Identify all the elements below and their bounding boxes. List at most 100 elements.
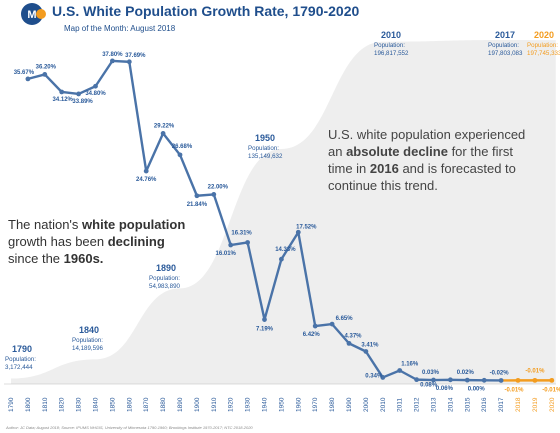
x-tick-label: 2019 xyxy=(532,397,539,412)
x-tick-label: 2017 xyxy=(498,397,505,412)
population-year-label: 1890 xyxy=(156,263,176,273)
population-value: 3,172,444 xyxy=(5,364,33,371)
x-tick-label: 1890 xyxy=(177,397,184,412)
data-label: 34.12% xyxy=(53,97,74,103)
x-tick-label: 1850 xyxy=(109,397,116,412)
data-label: 34.80% xyxy=(85,91,106,97)
data-label: 0.34% xyxy=(365,373,383,379)
data-point xyxy=(498,378,504,383)
x-tick-label: 1820 xyxy=(59,397,66,412)
data-point xyxy=(464,377,470,383)
population-value: 14,189,596 xyxy=(72,345,104,352)
x-tick-label: 1880 xyxy=(160,397,167,412)
data-point xyxy=(397,368,403,373)
data-label: -0.01% xyxy=(504,387,524,393)
x-axis-ticks: 1790 1800 1810 1820 1830 1840 1850 1860 1870 1880… xyxy=(8,397,556,412)
x-tick-label: 2015 xyxy=(464,397,471,412)
x-tick-label: 2016 xyxy=(481,397,488,412)
data-label: 0.03% xyxy=(422,370,440,376)
x-tick-label: 1990 xyxy=(346,397,353,412)
data-point xyxy=(194,193,200,199)
data-point xyxy=(329,321,335,327)
data-point xyxy=(228,242,234,248)
data-label: 1.16% xyxy=(401,361,419,367)
x-tick-label: 1970 xyxy=(312,397,319,412)
x-tick-label: 1790 xyxy=(8,397,15,412)
data-point xyxy=(59,89,65,95)
x-tick-label: 1910 xyxy=(211,397,218,412)
population-caption: Population: xyxy=(527,42,558,49)
left-annotation: The nation's white population growth has… xyxy=(8,217,189,266)
footer-source: Author: JC Data; August 2018; Source: IP… xyxy=(5,425,253,430)
x-tick-label: 1800 xyxy=(25,397,32,412)
logo-letters: M xyxy=(27,9,36,21)
data-point xyxy=(312,323,318,329)
data-point xyxy=(515,377,521,383)
population-caption: Population: xyxy=(72,337,103,344)
population-value: 197,803,083 xyxy=(488,50,523,57)
x-tick-label: 1920 xyxy=(228,397,235,412)
x-tick-label: 1870 xyxy=(143,397,150,412)
x-tick-label: 1860 xyxy=(126,397,133,412)
x-tick-label: 2000 xyxy=(363,397,370,412)
data-point xyxy=(380,375,386,380)
data-label: 7.19% xyxy=(256,327,274,333)
data-label: 24.76% xyxy=(136,177,157,183)
data-point xyxy=(76,91,81,97)
data-label: 0.02% xyxy=(457,370,475,376)
population-year-label: 1950 xyxy=(255,133,275,143)
data-label: 14.33% xyxy=(275,247,296,253)
x-tick-label: 1980 xyxy=(329,397,336,412)
data-label: 0.08% xyxy=(420,383,438,389)
data-label: 21.84% xyxy=(187,202,208,208)
data-point xyxy=(295,229,301,235)
data-label: 3.41% xyxy=(361,342,379,348)
population-year-label: 1840 xyxy=(79,325,99,335)
data-point xyxy=(25,76,31,82)
population-labels: 1790Population:3,172,4441840Population:1… xyxy=(5,30,560,371)
x-tick-label: 1930 xyxy=(245,397,252,412)
x-tick-label: 2013 xyxy=(431,397,438,412)
data-label: 16.31% xyxy=(231,230,252,236)
x-tick-label: 2010 xyxy=(380,397,387,412)
data-label: 6.65% xyxy=(336,316,354,322)
data-point xyxy=(532,377,538,383)
data-label: 16.01% xyxy=(216,251,237,257)
x-tick-label: 1840 xyxy=(93,397,100,412)
population-year-label: 2020 xyxy=(534,30,554,40)
data-label: -0.01% xyxy=(542,387,560,393)
data-label: 17.52% xyxy=(296,224,317,230)
population-value: 197,745,333 xyxy=(527,50,560,57)
data-point xyxy=(431,377,436,383)
data-point xyxy=(448,377,453,383)
data-label: 4.37% xyxy=(344,333,362,339)
data-label: 0.00% xyxy=(468,386,486,392)
data-point xyxy=(245,240,251,245)
x-tick-label: 2020 xyxy=(549,397,556,412)
data-label: 26.68% xyxy=(172,144,193,150)
data-point xyxy=(262,317,267,322)
page-subtitle: Map of the Month: August 2018 xyxy=(64,24,176,33)
population-caption: Population: xyxy=(374,42,405,49)
population-area xyxy=(11,40,556,384)
data-point xyxy=(126,59,132,65)
x-tick-label: 1950 xyxy=(278,397,285,412)
data-point xyxy=(211,192,217,197)
population-caption: Population: xyxy=(5,356,36,363)
population-value: 54,983,890 xyxy=(149,283,181,290)
data-point xyxy=(110,58,115,64)
data-label: -0.02% xyxy=(490,370,510,376)
population-year-label: 2010 xyxy=(381,30,401,40)
x-tick-label: 2012 xyxy=(414,397,421,412)
data-label: 37.80% xyxy=(102,52,123,58)
population-caption: Population: xyxy=(248,145,279,152)
data-label: 33.89% xyxy=(72,99,93,105)
x-tick-label: 1960 xyxy=(295,397,302,412)
growth-series: 35.67%36.20% 34.12% 33.89% 34.80% 37.80% 37.6… xyxy=(14,52,560,393)
data-label: 29.22% xyxy=(154,123,175,129)
population-caption: Population: xyxy=(149,275,180,282)
data-point xyxy=(143,168,149,174)
x-tick-label: 2018 xyxy=(515,397,522,412)
x-tick-label: 1900 xyxy=(194,397,201,412)
